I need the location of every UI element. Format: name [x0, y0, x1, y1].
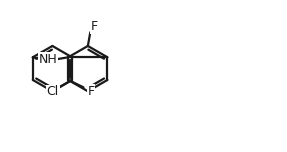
Text: Cl: Cl	[47, 85, 59, 98]
Text: F: F	[91, 20, 98, 33]
Text: NH: NH	[39, 53, 57, 66]
Text: F: F	[87, 85, 94, 98]
